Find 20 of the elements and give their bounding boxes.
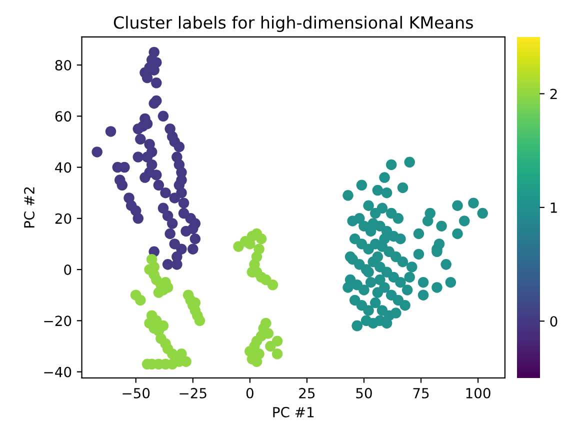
x-tick-label: 75 — [413, 388, 429, 398]
y-tick-label: 40 — [55, 162, 72, 173]
x-tick-label: 100 — [466, 388, 490, 398]
y-tick-label: −20 — [44, 316, 72, 326]
y-tick-label: 0 — [64, 264, 72, 276]
x-tick-label: 0 — [246, 388, 254, 398]
y-tick-label: −40 — [44, 366, 72, 378]
y-tick-label: 80 — [55, 60, 72, 70]
x-tick-label: −25 — [180, 388, 206, 398]
x-tick-label: −50 — [122, 388, 150, 398]
x-axis-title: PC #1 — [273, 406, 314, 418]
x-tick-label: 50 — [356, 388, 372, 398]
y-tick-label: 20 — [55, 213, 72, 224]
y-tick-label: 60 — [55, 111, 72, 122]
y-axis-title: PC #2 — [24, 187, 35, 228]
color-bar-label: 1 — [550, 202, 557, 213]
x-tick-label: 25 — [299, 388, 315, 398]
color-bar-label: 2 — [550, 88, 557, 100]
color-bar-label: 0 — [550, 316, 558, 327]
chart-title: Cluster labels for high-dimensional KMeans — [114, 16, 473, 32]
